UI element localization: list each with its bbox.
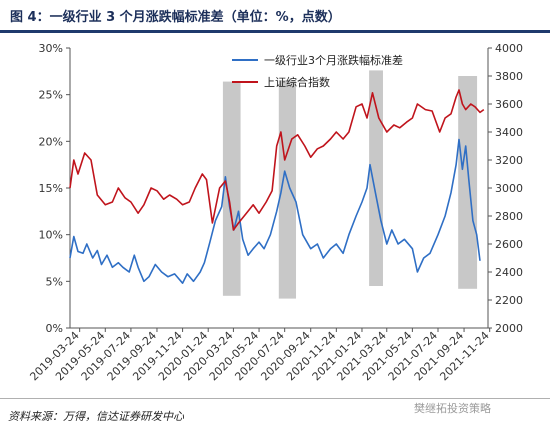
series-line-2 <box>69 89 485 231</box>
shaded-period-4 <box>458 76 478 289</box>
right-tick-label: 3000 <box>495 182 523 195</box>
shaded-period-1 <box>222 81 241 296</box>
right-tick-label: 2400 <box>495 266 523 279</box>
footer-divider <box>0 398 550 399</box>
left-tick-label: 10% <box>39 229 63 242</box>
left-tick-label: 5% <box>46 275 63 288</box>
right-axis-ticks: 2000 2200 2400 2600 2800 3000 3200 3400 3600 3800… <box>488 42 523 335</box>
left-tick-label: 30% <box>39 42 63 55</box>
right-tick-label: 2600 <box>495 238 523 251</box>
shaded-periods <box>222 70 478 299</box>
right-tick-label: 3200 <box>495 154 523 167</box>
right-tick-label: 2000 <box>495 322 523 335</box>
x-axis-ticks: 2019-03-242019-05-242019-07-242019-09-24… <box>27 328 492 383</box>
line-chart: 0% 5% 10% 15% 20% 25% 30% 2000 2200 2400 2600 2800… <box>27 42 523 383</box>
left-tick-label: 20% <box>39 135 63 148</box>
right-tick-label: 3400 <box>495 126 523 139</box>
left-tick-label: 0% <box>46 322 63 335</box>
shaded-period-3 <box>369 70 383 287</box>
right-tick-label: 4000 <box>495 42 523 55</box>
series-line-1 <box>69 138 481 285</box>
right-tick-label: 3800 <box>495 70 523 83</box>
title-divider <box>0 30 550 33</box>
left-tick-label: 15% <box>39 182 63 195</box>
watermark: 樊继拓投资策略 <box>414 402 491 415</box>
right-tick-label: 2800 <box>495 210 523 223</box>
source-note: 资料来源：万得，信达证券研发中心 <box>8 410 184 423</box>
right-tick-label: 2200 <box>495 294 523 307</box>
figure-title: 图 4：一级行业 3 个月涨跌幅标准差（单位：%，点数） <box>10 10 341 25</box>
left-axis-ticks: 0% 5% 10% 15% 20% 25% 30% <box>39 42 70 335</box>
legend-label-2: 上证综合指数 <box>264 75 330 89</box>
left-tick-label: 25% <box>39 89 63 102</box>
shaded-period-2 <box>278 80 297 299</box>
right-tick-label: 3600 <box>495 98 523 111</box>
series-lines <box>69 89 485 285</box>
legend-label-1: 一级行业3个月涨跌幅标准差 <box>264 53 403 67</box>
